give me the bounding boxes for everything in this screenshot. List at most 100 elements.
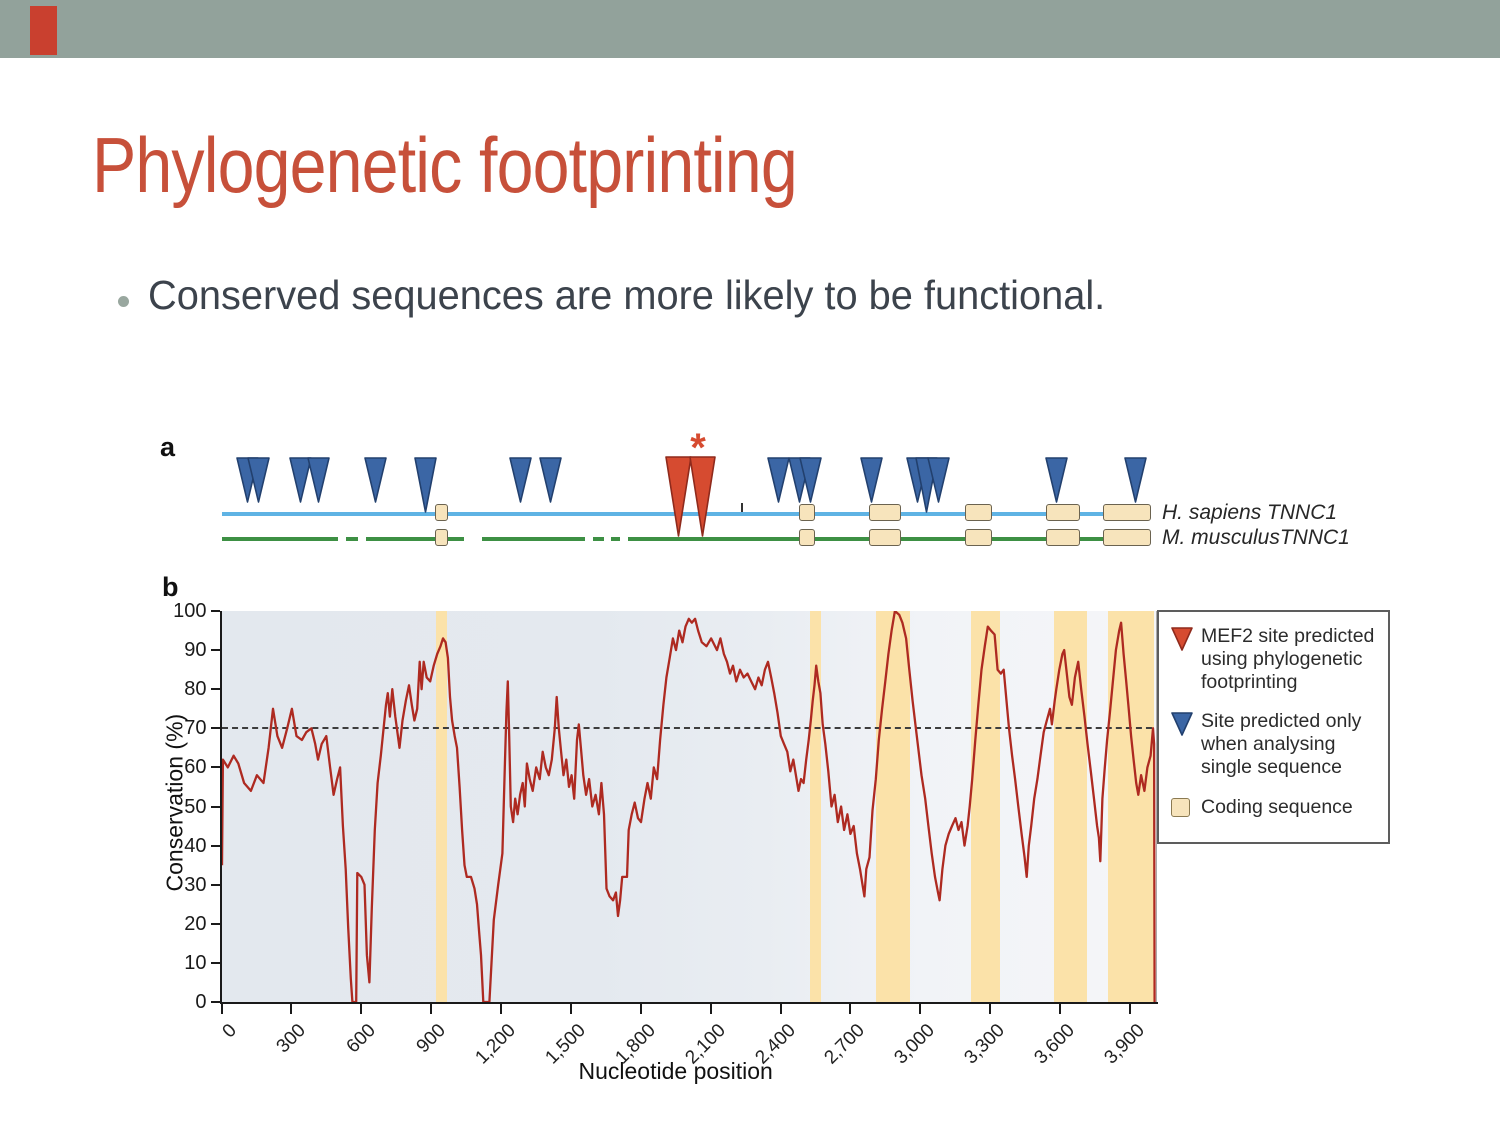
y-tick-label: 100: [173, 600, 207, 622]
species-label-human: H. sapiens TNNC1: [1162, 501, 1338, 524]
blue-site-marker-icon: [289, 457, 312, 503]
x-tick-mark: [430, 1004, 433, 1014]
blue-site-marker-icon: [799, 457, 823, 503]
x-axis-title: Nucleotide position: [578, 1058, 773, 1084]
x-tick-mark: [569, 1004, 572, 1014]
coding-highlight-band: [1108, 611, 1155, 1002]
gene-line-mouse-segment: [222, 537, 339, 541]
x-tick-label: 600: [342, 1020, 381, 1058]
legend-item: Coding sequence: [1171, 796, 1378, 819]
coding-highlight-band: [876, 611, 911, 1002]
bullet-text: Conserved sequences are more likely to b…: [148, 272, 1106, 318]
coding-sequence-box: [799, 529, 816, 546]
mef2-site-marker-icon: [664, 456, 692, 537]
y-tick-label: 40: [184, 834, 207, 857]
y-tick-mark: [210, 766, 220, 769]
conservation-series: [221, 611, 1156, 1002]
blue-site-marker-icon: [1123, 457, 1147, 503]
bullet-dot-icon: [118, 296, 129, 307]
x-tick-mark: [919, 1004, 922, 1014]
y-tick-label: 80: [184, 678, 207, 701]
accent-rectangle: [30, 6, 57, 55]
coding-sequence-box: [965, 529, 993, 546]
y-tick-label: 20: [184, 912, 207, 935]
panel-a-label: a: [160, 432, 176, 462]
y-axis-title: Conservation (%): [161, 713, 188, 891]
coding-highlight-band: [971, 611, 1001, 1002]
x-tick-mark: [360, 1004, 363, 1014]
x-tick-label: 1,200: [471, 1020, 520, 1069]
y-tick-label: 10: [184, 951, 207, 974]
x-tick-mark: [1059, 1004, 1061, 1014]
x-tick-mark: [639, 1004, 642, 1014]
conservation-line-chart: [221, 611, 1156, 1002]
x-axis-line: [219, 1002, 1158, 1004]
x-tick-label: 300: [272, 1020, 311, 1058]
gene-line-mouse-segment: [611, 537, 621, 541]
y-tick-label: 30: [184, 873, 207, 896]
y-tick-mark: [210, 961, 220, 964]
x-tick-label: 900: [412, 1020, 450, 1058]
coding-sequence-box: [1046, 529, 1081, 546]
legend-item: Site predicted only when analysing singl…: [1171, 710, 1378, 778]
blue-site-marker-icon: [247, 457, 270, 503]
legend-item: MEF2 site predicted using phylogenetic f…: [1171, 625, 1378, 693]
y-tick-mark: [210, 922, 220, 925]
y-tick-label: 90: [184, 639, 207, 662]
y-tick-mark: [210, 727, 220, 730]
y-tick-label: 60: [184, 756, 207, 779]
x-tick-label: 2,700: [820, 1020, 870, 1069]
coding-sequence-box: [869, 504, 902, 521]
blue-site-marker-icon: [539, 457, 562, 503]
theme-top-bar: [0, 0, 1500, 58]
y-tick-mark: [210, 805, 220, 808]
red-triangle-down-icon: [1171, 627, 1193, 651]
y-tick-mark: [210, 649, 220, 652]
y-tick-mark: [210, 688, 220, 691]
coding-highlight-band: [436, 611, 448, 1002]
coding-sequence-box: [435, 529, 449, 546]
x-tick-mark: [220, 1004, 223, 1014]
x-tick-label: 0: [218, 1020, 241, 1043]
minor-tick-mark: [741, 503, 744, 512]
x-tick-mark: [1128, 1004, 1131, 1014]
x-tick-mark: [779, 1004, 782, 1014]
slide-title: Phylogenetic footprinting: [92, 121, 798, 209]
gene-line-human: [221, 512, 1151, 516]
y-tick-label: 0: [195, 991, 207, 1013]
gene-line-mouse-segment: [593, 537, 605, 541]
legend-swatch: [1171, 710, 1201, 778]
coding-sequence-box: [1103, 529, 1152, 546]
x-tick-mark: [500, 1004, 502, 1014]
threshold-70-line: [221, 727, 1162, 730]
mef2-asterisk: *: [690, 426, 706, 470]
x-tick-mark: [989, 1004, 992, 1014]
gene-line-mouse-segment: [482, 537, 586, 541]
x-tick-label: 3,600: [1030, 1020, 1079, 1069]
blue-site-marker-icon: [860, 457, 883, 503]
mef2-site-marker-icon: [688, 456, 716, 537]
y-tick-mark: [210, 883, 220, 886]
coding-highlight-band: [810, 611, 822, 1002]
y-tick-label: 70: [184, 717, 207, 740]
blue-triangle-down-icon: [1171, 712, 1193, 737]
legend-swatch: [1171, 796, 1201, 819]
blue-site-marker-icon: [766, 457, 790, 503]
gene-line-mouse-segment: [346, 537, 359, 541]
legend-item-label: Site predicted only when analysing singl…: [1201, 710, 1362, 779]
coding-sequence-swatch-icon: [1171, 797, 1190, 817]
y-tick-mark: [210, 844, 220, 847]
panel-b-label: b: [162, 572, 179, 602]
x-tick-mark: [290, 1004, 293, 1014]
coding-sequence-box: [965, 504, 993, 521]
species-label-mouse: M. musculusTNNC1: [1162, 526, 1350, 549]
blue-site-marker-icon: [307, 457, 330, 503]
blue-site-marker-icon: [414, 457, 437, 513]
x-tick-mark: [709, 1004, 712, 1014]
y-tick-label: 50: [184, 795, 207, 818]
coding-sequence-box: [869, 529, 902, 546]
x-tick-mark: [849, 1004, 852, 1014]
legend-item-label: Coding sequence: [1201, 795, 1353, 818]
legend-swatch: [1171, 625, 1201, 693]
